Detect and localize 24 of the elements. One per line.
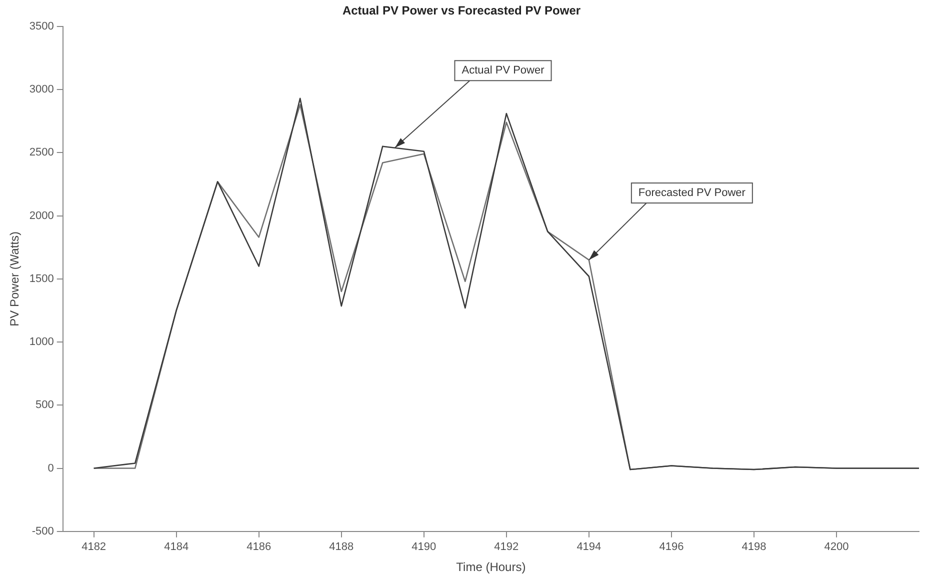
- y-tick-label: 1000: [29, 336, 54, 348]
- x-axis-title: Time (Hours): [456, 560, 526, 574]
- x-tick-label: 4196: [659, 541, 684, 554]
- x-tick-label: 4198: [742, 541, 766, 554]
- y-tick-label: 500: [36, 399, 54, 412]
- x-tick-label: 4184: [164, 541, 189, 554]
- x-tick-label: 4194: [576, 541, 602, 554]
- x-tick-label: 4188: [329, 541, 354, 554]
- x-tick-label: 4192: [494, 541, 519, 554]
- y-tick-label: -500: [32, 525, 54, 538]
- y-tick-label: 2500: [29, 146, 54, 159]
- y-axis-title: PV Power (Watts): [8, 231, 22, 326]
- x-tick-label: 4182: [82, 541, 106, 554]
- x-tick-label: 4200: [824, 541, 849, 554]
- x-tick-label: 4190: [412, 541, 436, 554]
- y-tick-label: 0: [48, 462, 54, 474]
- y-tick-label: 2000: [29, 210, 54, 222]
- y-tick-label: 3000: [29, 84, 54, 96]
- x-tick-label: 4186: [246, 541, 272, 554]
- chart-title: Actual PV Power vs Forecasted PV Power: [342, 4, 581, 18]
- annotation: Actual PV Power: [462, 64, 545, 77]
- y-tick-label: 3500: [29, 20, 54, 32]
- annotation: Forecasted PV Power: [638, 186, 746, 199]
- y-tick-label: 1500: [29, 272, 54, 285]
